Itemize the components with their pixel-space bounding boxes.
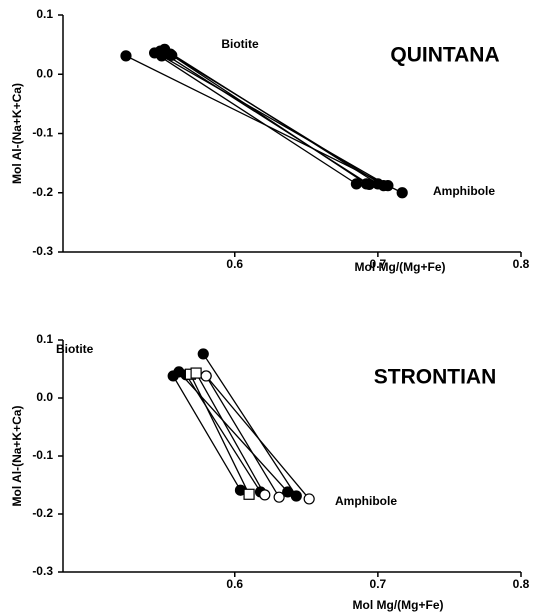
tie-line: [161, 55, 389, 187]
y-tick-label: -0.1: [32, 448, 53, 462]
y-tick-label: 0.0: [36, 66, 53, 80]
y-tick-label: 0.1: [36, 332, 53, 346]
annotation: Biotite: [221, 37, 259, 51]
y-tick-label: 0.0: [36, 390, 53, 404]
tie-line: [205, 375, 310, 500]
tie-line: [172, 375, 242, 491]
tie-line: [205, 375, 280, 498]
tie-line: [189, 373, 250, 495]
x-tick-label: 0.6: [226, 577, 243, 591]
annotation: Biotite: [56, 342, 94, 356]
y-tick-label: 0.1: [36, 7, 53, 21]
tie-line: [171, 54, 367, 185]
y-tick-label: -0.2: [32, 506, 53, 520]
chart-title: STRONTIAN: [374, 366, 497, 389]
marker: [360, 178, 373, 190]
y-tick-label: -0.3: [32, 564, 53, 578]
marker: [166, 49, 178, 61]
x-axis-label: Mol Mg/(Mg+Fe): [355, 260, 446, 274]
annotation: Amphibole: [433, 184, 495, 198]
marker: [243, 488, 255, 500]
marker: [190, 367, 202, 379]
y-tick-label: -0.1: [32, 126, 53, 140]
x-tick-label: 0.7: [370, 257, 387, 271]
chart-title: QUINTANA: [390, 44, 499, 67]
marker: [200, 370, 212, 382]
y-tick-label: -0.2: [32, 185, 53, 199]
x-tick-label: 0.7: [370, 577, 387, 591]
tie-line: [185, 374, 262, 493]
marker: [350, 178, 363, 190]
marker: [197, 348, 209, 360]
x-tick-label: 0.6: [226, 257, 243, 271]
tie-line: [195, 372, 266, 496]
tie-line: [202, 353, 297, 497]
annotation: Amphibole: [335, 494, 397, 508]
x-tick-label: 0.8: [513, 577, 530, 591]
x-tick-label: 0.8: [513, 257, 530, 271]
marker: [303, 493, 315, 505]
marker: [156, 50, 168, 62]
marker: [120, 50, 132, 62]
y-tick-label: -0.3: [32, 244, 53, 258]
marker: [396, 187, 408, 199]
marker: [273, 491, 285, 503]
marker: [282, 486, 294, 498]
tie-line: [154, 52, 357, 185]
y-axis-label: Mol Al-(Na+K+Ca): [10, 406, 24, 507]
tie-line: [170, 53, 384, 187]
x-axis-label: Mol Mg/(Mg+Fe): [353, 598, 444, 612]
y-axis-label: Mol Al-(Na+K+Ca): [10, 83, 24, 184]
marker: [259, 489, 271, 501]
marker: [382, 180, 394, 192]
